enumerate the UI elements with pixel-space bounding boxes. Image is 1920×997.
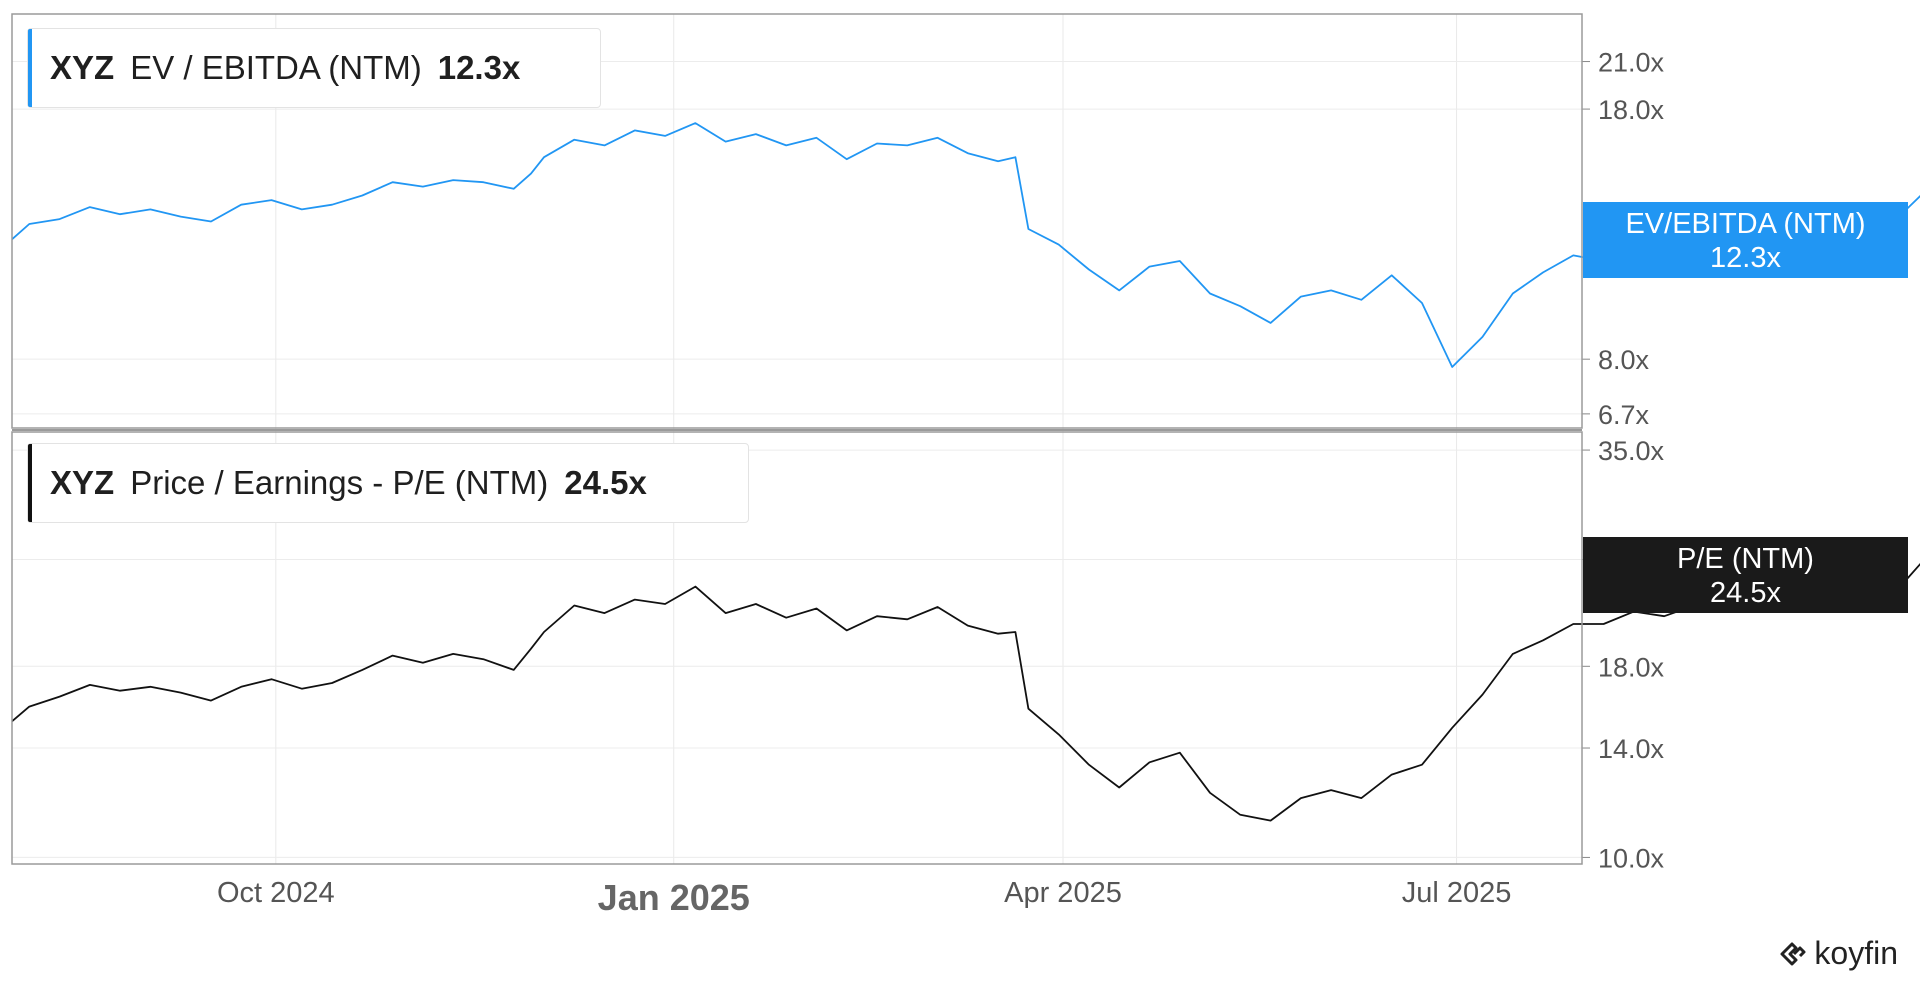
koyfin-brand[interactable]: koyfin [1778,935,1898,972]
koyfin-logo-icon [1780,942,1806,965]
ev-ebitda-value-tag: EV/EBITDA (NTM) 12.3x [1583,202,1908,278]
pe-last-value: 24.5x [564,464,647,501]
pe-tag-value: 24.5x [1710,577,1781,609]
ev-ebitda-ticker: XYZ [50,49,115,86]
ev-ebitda-panel-frame [11,13,1583,429]
brand-name: koyfin [1814,935,1898,971]
ev-ebitda-last-value: 12.3x [437,49,521,86]
x-tick-label: Apr 2025 [1004,877,1122,909]
x-tick-label: Jan 2025 [598,877,750,918]
pe-legend[interactable]: XYZ Price / Earnings - P/E (NTM) 24.5x [27,443,749,523]
pe-y-tick-label: 14.0x [1598,734,1665,764]
ev-ebitda-y-tick-label: 6.7x [1598,400,1650,430]
pe-tag-label: P/E (NTM) [1677,543,1814,575]
ev-ebitda-legend-color [28,29,32,107]
ev-ebitda-y-tick-label: 21.0x [1598,48,1665,78]
pe-y-tick-label: 18.0x [1598,652,1665,682]
ev-ebitda-legend[interactable]: XYZ EV / EBITDA (NTM) 12.3x [27,28,601,108]
ev-ebitda-tag-value: 12.3x [1710,242,1781,274]
pe-y-tick-label: 35.0x [1598,436,1665,466]
x-tick-label: Jul 2025 [1402,877,1512,909]
pe-panel-frame [11,431,1583,865]
pe-y-tick-label: 10.0x [1598,843,1665,873]
ev-ebitda-y-tick-label: 18.0x [1598,95,1665,125]
x-tick-label: Oct 2024 [217,877,335,909]
ev-ebitda-y-tick-label: 8.0x [1598,345,1650,375]
pe-legend-color [28,444,32,522]
ev-ebitda-title: EV / EBITDA (NTM) [130,49,422,86]
pe-ticker: XYZ [50,464,115,501]
ev-ebitda-tag-label: EV/EBITDA (NTM) [1625,208,1866,240]
pe-value-tag: P/E (NTM) 24.5x [1583,537,1908,613]
pe-title: Price / Earnings - P/E (NTM) [130,464,549,501]
